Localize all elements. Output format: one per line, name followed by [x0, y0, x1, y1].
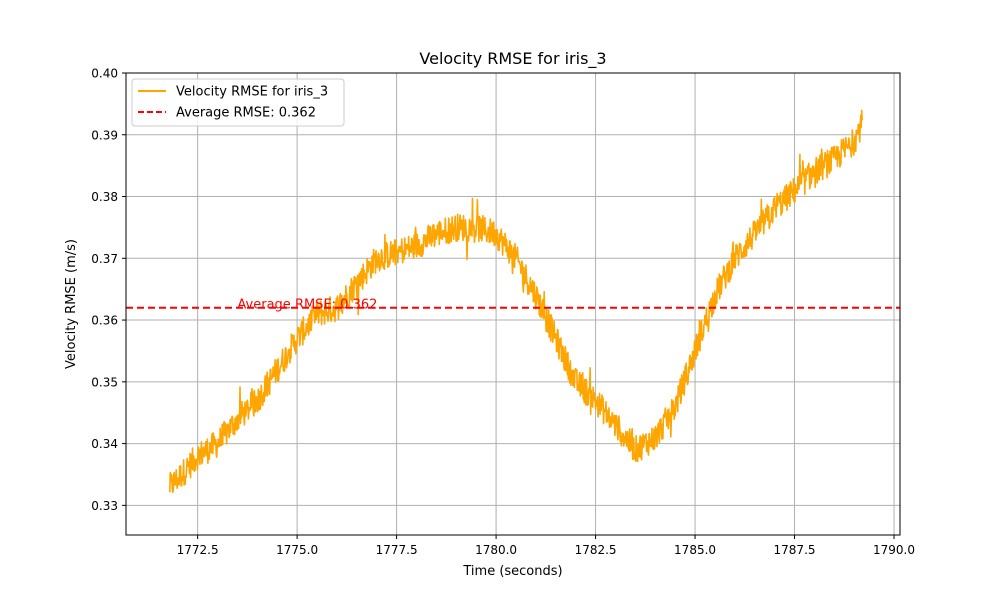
y-tick-label: 0.38: [91, 190, 118, 204]
plot-frame: [125, 72, 901, 536]
x-tick-label: 1772.5: [177, 543, 219, 557]
x-tick-label: 1785.0: [674, 543, 716, 557]
grid: [126, 72, 900, 535]
x-axis-label: Time (seconds): [462, 564, 562, 579]
y-tick-label: 0.37: [91, 252, 118, 266]
x-tick-label: 1790.0: [873, 543, 915, 557]
y-tick-label: 0.36: [91, 314, 118, 328]
x-tick-label: 1780.0: [475, 543, 517, 557]
legend-box: [131, 78, 345, 127]
y-tick-label: 0.33: [91, 499, 118, 513]
ticks: 1772.5 1775.0 1777.5 1780.0 1782.5 1785.0 1787…: [91, 67, 915, 558]
y-tick-label: 0.39: [91, 128, 118, 142]
x-tick-label: 1787.5: [774, 543, 816, 557]
x-tick-label: 1777.5: [376, 543, 418, 557]
y-tick-label: 0.35: [91, 375, 118, 389]
rmse-series-line: [168, 109, 863, 494]
x-tick-label: 1782.5: [575, 543, 617, 557]
legend-label-rmse: Velocity RMSE for iris_3: [176, 85, 328, 100]
y-tick-label: 0.40: [91, 67, 118, 81]
chart-title: Velocity RMSE for iris_3: [419, 49, 606, 69]
average-annotation: Average RMSE: 0.362: [237, 298, 377, 313]
series-layer: [126, 109, 900, 494]
y-axis-label: Velocity RMSE (m/s): [64, 239, 79, 369]
legend-label-average: Average RMSE: 0.362: [176, 106, 316, 121]
legend: Velocity RMSE for iris_3 Average RMSE: 0…: [131, 78, 345, 127]
y-tick-label: 0.34: [91, 437, 118, 451]
x-tick-label: 1775.0: [276, 543, 318, 557]
